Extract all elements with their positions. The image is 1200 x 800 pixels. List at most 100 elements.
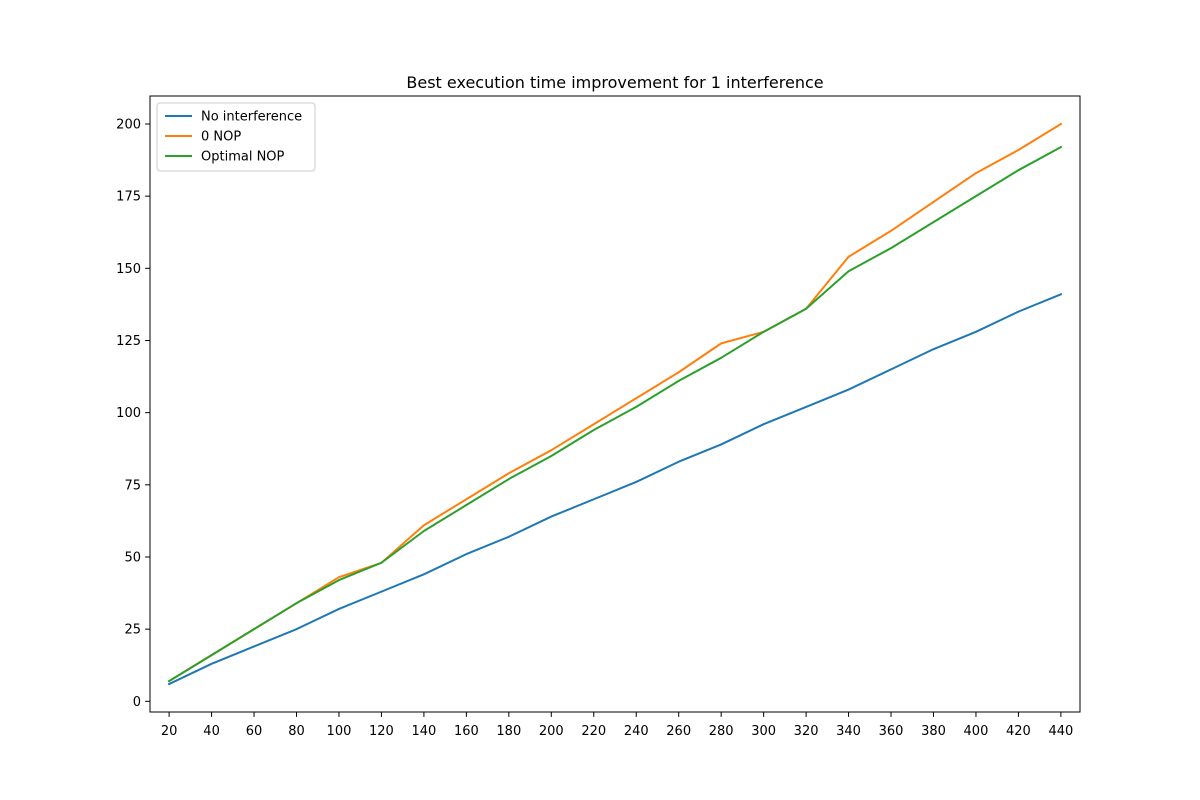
x-tick-label: 420: [1006, 724, 1031, 739]
y-axis: 0 25 50 75 100 125 150 175 200: [116, 118, 150, 710]
data-point: [1059, 123, 1062, 125]
data-point: [635, 481, 638, 483]
x-tick-label: 440: [1048, 724, 1073, 739]
data-point: [338, 576, 340, 579]
x-tick-label: 320: [794, 724, 819, 739]
data-point: [253, 628, 255, 631]
data-point: [847, 255, 850, 258]
y-tick-label: 150: [116, 262, 141, 277]
data-point: [465, 553, 468, 556]
legend-label: No interference: [201, 110, 302, 125]
series-layer: [167, 122, 1063, 686]
data-point: [507, 472, 510, 475]
data-point: [762, 423, 765, 426]
data-point: [1017, 149, 1020, 151]
data-point: [1059, 293, 1062, 296]
x-tick-label: 380: [921, 724, 946, 739]
data-point: [550, 455, 553, 457]
x-tick-label: 40: [203, 724, 220, 739]
data-point: [1017, 310, 1020, 313]
x-tick-label: 360: [879, 724, 904, 739]
x-tick-label: 20: [161, 724, 178, 739]
x-tick-label: 160: [454, 724, 479, 739]
data-point: [805, 405, 807, 408]
plot-frame: [149, 95, 1081, 713]
data-point: [210, 654, 213, 657]
y-tick-label: 175: [116, 190, 141, 205]
data-point: [295, 628, 298, 631]
data-point: [635, 405, 638, 408]
legend: No interference 0 NOP Optimal NOP: [156, 102, 316, 172]
y-tick-label: 0: [133, 695, 141, 710]
x-tick-label: 100: [327, 724, 352, 739]
x-tick-label: 140: [411, 724, 436, 739]
data-point: [677, 371, 680, 374]
data-point: [592, 498, 595, 501]
y-tick-label: 125: [116, 334, 141, 349]
data-point: [465, 504, 468, 506]
chart-title: Best execution time improvement for 1 in…: [406, 73, 823, 92]
data-point: [423, 530, 425, 532]
data-point: [847, 388, 850, 391]
data-point: [507, 535, 510, 538]
data-point: [762, 330, 765, 333]
data-point: [592, 429, 595, 431]
data-point: [338, 608, 340, 610]
x-tick-label: 280: [709, 724, 734, 739]
x-tick-label: 120: [369, 724, 394, 739]
data-point: [805, 307, 807, 310]
data-point: [890, 368, 892, 371]
x-axis: 20 40 60 80 100 120 140 160 180 200 220 240 260 280 30…: [161, 712, 1073, 739]
data-point: [465, 498, 468, 501]
x-tick-label: 240: [624, 724, 649, 739]
data-point: [1059, 146, 1062, 148]
data-point: [1017, 169, 1020, 172]
y-tick-label: 50: [124, 550, 141, 565]
data-point: [975, 330, 977, 333]
data-point: [210, 662, 213, 665]
data-point: [932, 221, 935, 224]
x-tick-label: 300: [751, 724, 776, 739]
data-point: [932, 348, 935, 351]
legend-box: [156, 102, 316, 172]
x-tick-label: 340: [836, 724, 861, 739]
data-point: [720, 342, 723, 345]
data-point: [168, 683, 171, 685]
data-point: [253, 645, 255, 648]
data-point: [890, 229, 892, 232]
x-tick-label: 260: [666, 724, 691, 739]
data-point: [677, 460, 680, 463]
x-tick-label: 220: [581, 724, 606, 739]
data-point: [677, 380, 680, 382]
data-point: [550, 449, 553, 452]
series-line-no-interference: [167, 293, 1063, 686]
x-tick-label: 180: [496, 724, 521, 739]
data-point: [720, 356, 723, 359]
x-tick-label: 80: [288, 724, 305, 739]
data-point: [847, 270, 850, 273]
series-line-0-nop: [167, 122, 1063, 683]
data-point: [507, 478, 510, 480]
series-line-optimal-nop: [167, 145, 1063, 683]
data-point: [295, 602, 298, 605]
x-tick-label: 200: [539, 724, 564, 739]
y-tick-label: 100: [116, 406, 141, 421]
y-tick-label: 75: [124, 478, 141, 493]
data-point: [720, 443, 723, 446]
data-point: [975, 195, 977, 198]
y-tick-label: 200: [116, 118, 141, 133]
x-tick-label: 400: [964, 724, 989, 739]
data-point: [338, 579, 340, 581]
data-point: [380, 561, 383, 564]
data-point: [635, 397, 638, 400]
data-point: [550, 515, 553, 518]
data-point: [890, 247, 892, 250]
data-point: [975, 172, 977, 174]
y-tick-label: 25: [124, 623, 141, 638]
data-point: [168, 680, 171, 683]
data-point: [380, 590, 383, 593]
data-point: [592, 423, 595, 426]
data-point: [423, 524, 425, 527]
x-tick-label: 60: [246, 724, 263, 739]
